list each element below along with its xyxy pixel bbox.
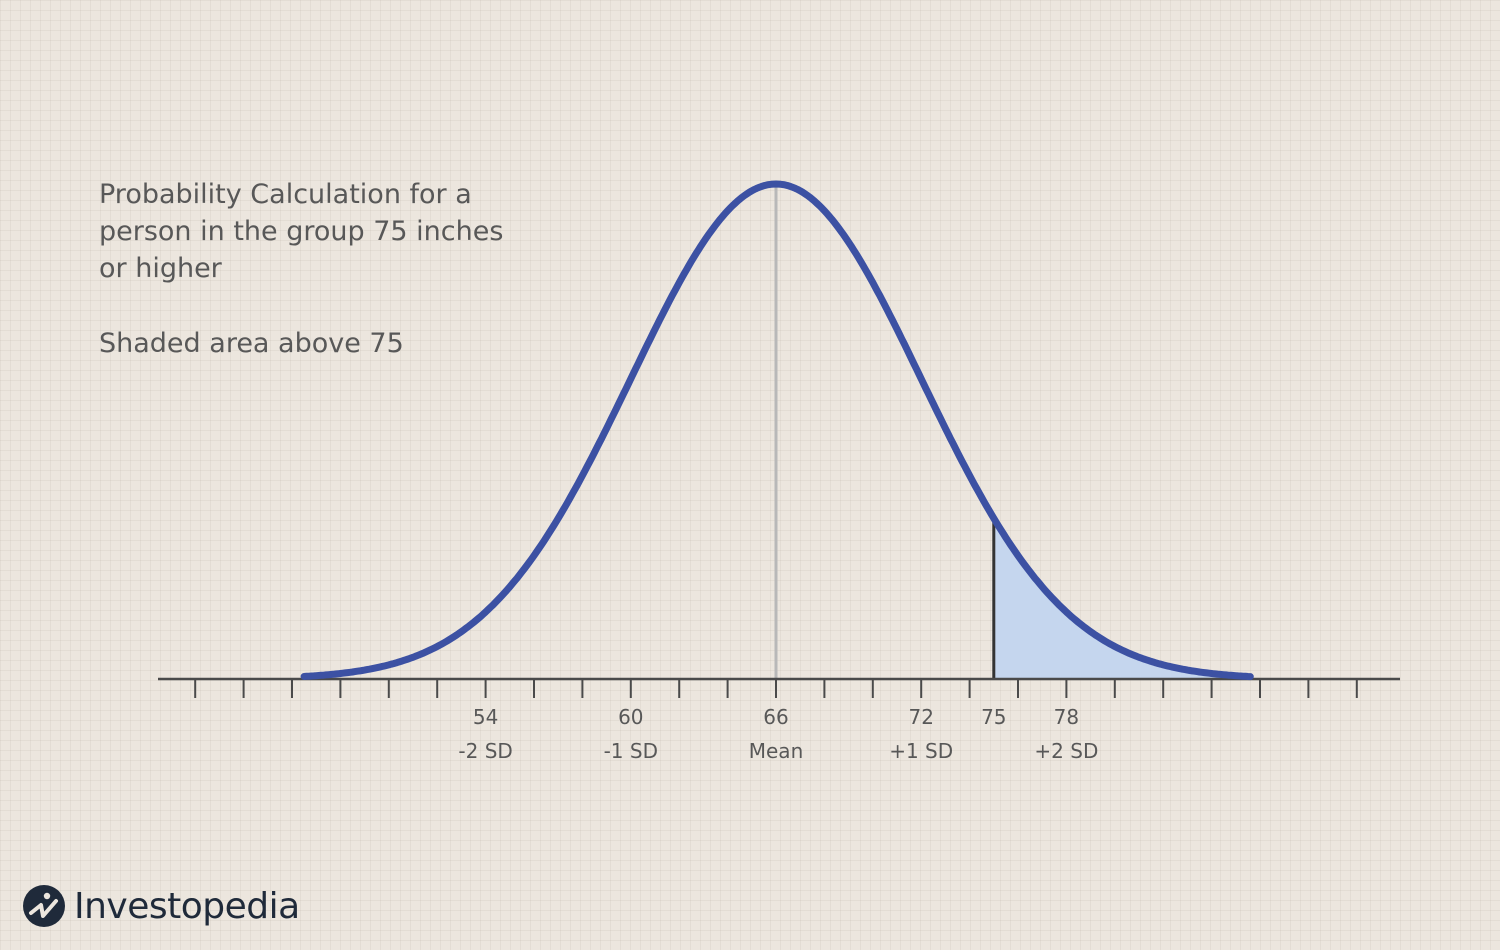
tick-labels: 54 -2 SD 60 -1 SD 66 Mean 72 +1 SD 75 78 +2 SD — [458, 705, 1098, 763]
tick-sublabel: +2 SD — [1034, 739, 1098, 763]
axis-ticks — [194, 679, 1358, 698]
shaded-area — [993, 518, 1251, 679]
tick-sublabel: Mean — [749, 739, 804, 763]
brand-logo: Investopedia — [22, 884, 300, 928]
distribution-curve — [300, 180, 1254, 681]
chart-subtitle: Shaded area above 75 — [99, 328, 404, 359]
tick-label: 54 — [473, 705, 498, 729]
investopedia-logo-icon — [23, 885, 65, 927]
tick-label: 66 — [763, 705, 788, 729]
chart-title: Probability Calculation for a person in … — [99, 179, 504, 284]
tick-sublabel: -1 SD — [604, 739, 658, 763]
tick-label: 75 — [981, 705, 1006, 729]
brand-name: Investopedia — [74, 885, 300, 927]
tick-sublabel: +1 SD — [889, 739, 953, 763]
tick-label: 60 — [618, 705, 643, 729]
tick-label: 72 — [908, 705, 933, 729]
tick-label: 78 — [1054, 705, 1079, 729]
tick-sublabel: -2 SD — [458, 739, 512, 763]
